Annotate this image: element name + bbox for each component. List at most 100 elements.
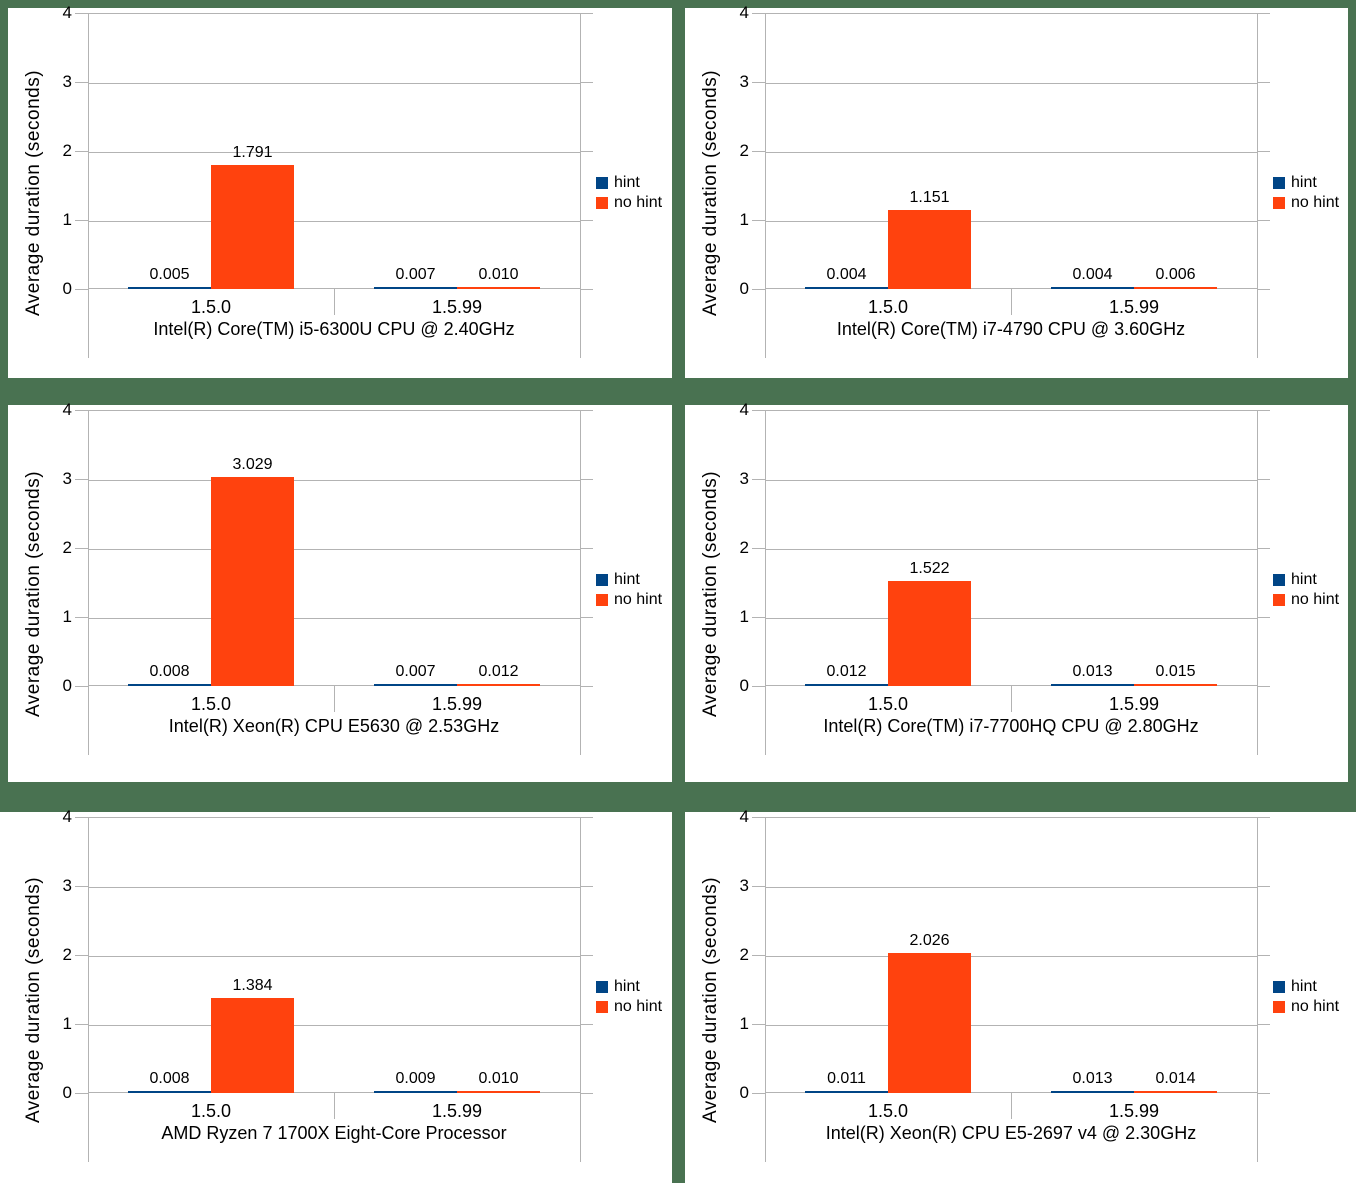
bar-no-hint (888, 210, 971, 289)
y-tick-mark-left (752, 617, 765, 618)
legend-label: hint (614, 174, 640, 191)
category-label: 1.5.0 (190, 694, 232, 714)
legend-swatch-no-hint (1273, 197, 1285, 209)
y-tick-mark-left (75, 548, 88, 549)
bar-value-label: 0.004 (1072, 266, 1113, 283)
y-tick-mark-left (752, 817, 765, 818)
gridline-y3 (88, 83, 580, 84)
bar-no-hint (457, 684, 540, 686)
y-tick-mark-left (752, 289, 765, 290)
y-tick-mark-left (75, 1024, 88, 1025)
bar-value-label: 0.007 (395, 266, 436, 283)
gridline-y2 (765, 152, 1257, 153)
legend-label: no hint (614, 591, 663, 608)
legend-item-hint: hint (596, 173, 662, 193)
y-tick-label: 2 (62, 945, 72, 964)
bar-value-label: 1.522 (909, 560, 950, 577)
y-tick-label: 1 (739, 210, 749, 229)
gridline-y2 (88, 956, 580, 957)
y-tick-label: 2 (62, 141, 72, 160)
y-axis-line (88, 410, 89, 755)
chart-panel-5: Average duration (seconds) 0 1 2 3 4 0.008 1.38… (8, 807, 672, 1187)
y-tick-mark-left (75, 82, 88, 83)
y-tick-mark-left (75, 886, 88, 887)
bar-value-label: 0.012 (478, 663, 519, 680)
legend-swatch-hint (596, 981, 608, 993)
bar-no-hint (888, 953, 971, 1093)
chart-panel-6: Average duration (seconds) 0 1 2 3 4 0.011 2.02… (685, 807, 1348, 1187)
bar-no-hint (888, 581, 971, 686)
plot-area (88, 817, 580, 1093)
legend-item-hint: hint (1273, 977, 1339, 997)
gridline-y3 (765, 480, 1257, 481)
bar-value-label: 0.010 (478, 266, 519, 283)
bar-value-label: 0.008 (149, 663, 190, 680)
y-tick-label: 0 (739, 676, 749, 695)
bar-value-label: 3.029 (232, 456, 273, 473)
y-tick-label: 3 (739, 72, 749, 91)
y-tick-mark-right (1257, 548, 1270, 549)
bar-no-hint (1134, 1091, 1217, 1093)
legend-label: no hint (1291, 194, 1340, 211)
y-tick-mark-right (580, 289, 593, 290)
y-tick-mark-left (752, 1024, 765, 1025)
category-label: 1.5.0 (867, 694, 909, 714)
y-tick-mark-right (580, 410, 593, 411)
legend: hint no hint (1273, 173, 1339, 213)
bar-value-label: 0.013 (1072, 1070, 1113, 1087)
legend-swatch-hint (1273, 981, 1285, 993)
y-tick-label: 4 (62, 807, 72, 826)
y-tick-label: 0 (739, 279, 749, 298)
bar-value-label: 1.151 (909, 189, 950, 206)
bar-hint (374, 684, 457, 686)
y-tick-mark-right (580, 1024, 593, 1025)
bar-value-label: 0.006 (1155, 266, 1196, 283)
gutter-row-divider-2 (0, 782, 1356, 812)
y-tick-mark-right (580, 82, 593, 83)
legend-swatch-no-hint (1273, 594, 1285, 606)
bar-value-label: 0.004 (826, 266, 867, 283)
gridline-y2 (765, 956, 1257, 957)
legend-item-no-hint: no hint (596, 590, 662, 610)
legend: hint no hint (596, 570, 662, 610)
plot-right-border (1257, 410, 1258, 755)
legend: hint no hint (1273, 570, 1339, 610)
bar-no-hint (211, 165, 294, 289)
bar-hint (128, 684, 211, 686)
y-tick-label: 3 (62, 72, 72, 91)
category-separator (334, 686, 335, 712)
bar-no-hint (457, 287, 540, 289)
y-axis-line (88, 13, 89, 358)
y-tick-mark-right (580, 548, 593, 549)
y-tick-label: 4 (62, 3, 72, 22)
y-tick-label: 3 (739, 469, 749, 488)
gutter-column-divider-top (672, 0, 685, 782)
y-tick-label: 1 (62, 607, 72, 626)
gridline-y3 (88, 480, 580, 481)
category-label: 1.5.0 (190, 297, 232, 317)
y-tick-mark-right (1257, 479, 1270, 480)
chart-panel-1: Average duration (seconds) 0 1 2 3 4 0.005 1.79… (8, 3, 672, 378)
y-tick-label: 2 (62, 538, 72, 557)
y-tick-mark-left (752, 13, 765, 14)
y-tick-label: 1 (62, 210, 72, 229)
plot-right-border (580, 817, 581, 1162)
gridline-y1 (88, 1025, 580, 1026)
y-tick-mark-right (580, 686, 593, 687)
legend-swatch-no-hint (1273, 1001, 1285, 1013)
legend-swatch-no-hint (596, 594, 608, 606)
y-tick-mark-left (752, 220, 765, 221)
bar-hint (1051, 684, 1134, 686)
legend-item-hint: hint (596, 570, 662, 590)
y-tick-mark-right (580, 817, 593, 818)
bar-value-label: 0.013 (1072, 663, 1113, 680)
x-axis-title: Intel(R) Core(TM) i7-7700HQ CPU @ 2.80GH… (823, 716, 1199, 736)
y-tick-mark-left (752, 548, 765, 549)
y-tick-mark-left (752, 479, 765, 480)
y-axis-line (765, 410, 766, 755)
y-tick-label: 2 (739, 945, 749, 964)
y-tick-mark-right (580, 220, 593, 221)
legend-item-no-hint: no hint (1273, 590, 1339, 610)
bar-no-hint (457, 1091, 540, 1093)
category-separator (1011, 289, 1012, 315)
